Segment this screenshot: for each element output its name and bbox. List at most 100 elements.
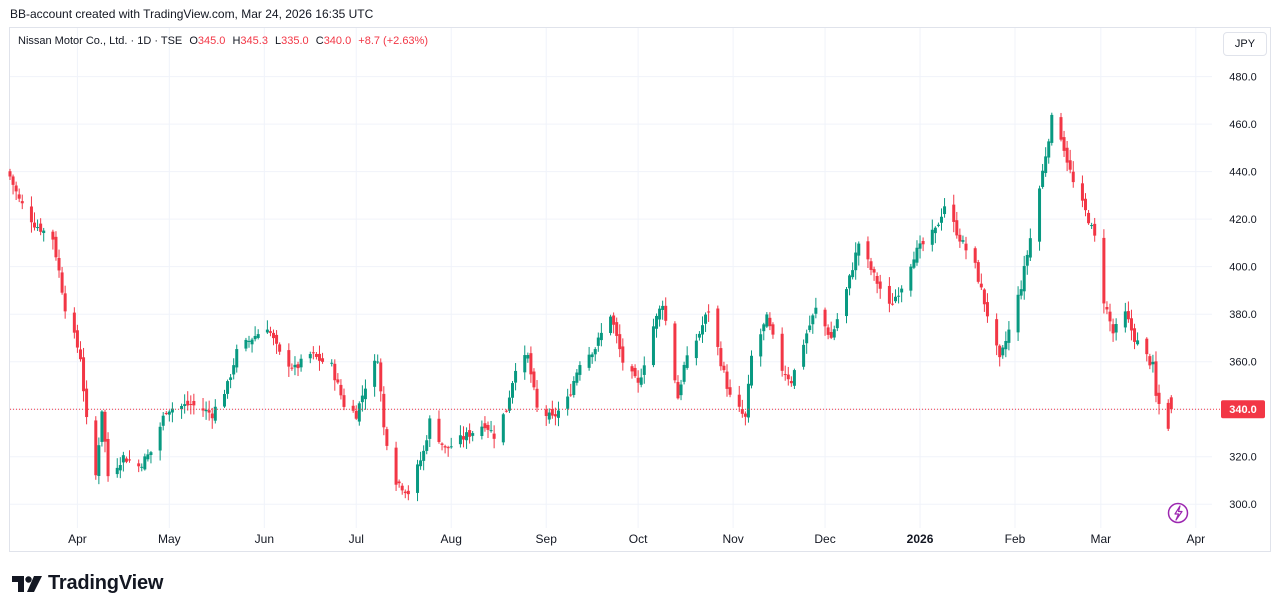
candle-body — [875, 275, 879, 284]
candle — [679, 379, 683, 401]
candle — [360, 385, 364, 412]
candle — [783, 365, 787, 381]
candle-body — [428, 418, 432, 439]
candle — [1133, 323, 1137, 350]
candle-body — [189, 404, 193, 406]
candle — [449, 437, 453, 449]
candle — [915, 240, 919, 266]
x-tick-label: Oct — [629, 532, 648, 546]
candle-body — [716, 308, 720, 347]
candle-body — [529, 353, 533, 375]
candle — [78, 341, 82, 362]
candle — [299, 354, 303, 372]
candle-body — [373, 360, 377, 387]
candle-body — [722, 365, 726, 371]
currency-button[interactable]: JPY — [1223, 32, 1267, 56]
candle — [1151, 354, 1155, 373]
candle-body — [933, 227, 937, 234]
candle — [636, 370, 640, 393]
candle — [936, 222, 940, 228]
candle — [673, 321, 677, 384]
candle-body — [952, 204, 956, 222]
candle — [676, 375, 680, 400]
candle-body — [458, 435, 462, 445]
candle-body — [725, 371, 729, 389]
candle-body — [612, 315, 616, 325]
candle — [704, 312, 708, 332]
candle — [1080, 175, 1084, 208]
candle-body — [419, 460, 423, 467]
candle — [737, 385, 741, 412]
candle-body — [936, 224, 940, 226]
candle-body — [342, 395, 346, 407]
candle-body — [75, 330, 79, 348]
candle-body — [575, 372, 579, 383]
candle-body — [446, 447, 450, 449]
x-tick-label: Jun — [255, 532, 274, 546]
candle — [1028, 228, 1032, 261]
candle-body — [1087, 212, 1091, 224]
candle — [100, 410, 104, 447]
candle — [1123, 302, 1127, 333]
candle-body — [783, 374, 787, 376]
candle — [461, 426, 465, 448]
candle — [85, 380, 89, 425]
candle — [566, 388, 570, 416]
candle — [514, 363, 518, 391]
candle-body — [1025, 254, 1029, 266]
candle-body — [832, 329, 836, 338]
candle — [1025, 250, 1029, 275]
candle — [952, 194, 956, 233]
candle-body — [416, 464, 420, 493]
y-tick-label: 300.0 — [1229, 499, 1257, 511]
tradingview-logo[interactable]: TradingView — [12, 572, 163, 595]
candle — [532, 368, 536, 391]
candle — [317, 345, 321, 371]
candle-body — [556, 410, 560, 418]
candle-body — [422, 450, 426, 461]
candle-body — [29, 206, 33, 223]
candle — [311, 346, 315, 360]
candle — [823, 307, 827, 336]
candle — [210, 407, 214, 429]
candle — [887, 277, 891, 313]
candle-body — [480, 426, 484, 437]
candle — [897, 287, 901, 304]
candle — [985, 293, 989, 323]
candle-body — [596, 337, 600, 346]
candle — [63, 285, 67, 319]
candle-body — [360, 395, 364, 403]
candle-body — [743, 413, 747, 417]
candle-body — [321, 358, 325, 362]
candle-body — [514, 370, 518, 383]
candle-body — [578, 365, 582, 375]
x-tick-label: Sep — [536, 532, 558, 546]
candle — [535, 380, 539, 412]
brand-name: TradingView — [48, 572, 164, 594]
candle — [1105, 301, 1109, 315]
candle-body — [180, 405, 184, 410]
candle — [201, 397, 205, 417]
low-label: L — [275, 35, 282, 47]
candle — [854, 242, 858, 280]
candle-body — [897, 295, 901, 297]
candle-body — [1019, 289, 1023, 296]
candle — [268, 326, 272, 337]
y-tick-label: 400.0 — [1229, 262, 1257, 274]
candle-body — [633, 367, 637, 377]
lightning-icon[interactable] — [1167, 502, 1189, 524]
candle — [446, 445, 450, 457]
candle-body — [1123, 311, 1127, 328]
candle-body — [808, 325, 812, 331]
candle — [746, 374, 750, 423]
candle-body — [979, 283, 983, 288]
candle-body — [299, 358, 303, 368]
candle-body — [826, 327, 830, 335]
candle-body — [146, 454, 150, 460]
candle — [443, 444, 447, 454]
candle — [658, 305, 662, 327]
candle — [848, 273, 852, 296]
x-tick-label: Jul — [349, 532, 364, 546]
candle-body — [811, 315, 815, 325]
